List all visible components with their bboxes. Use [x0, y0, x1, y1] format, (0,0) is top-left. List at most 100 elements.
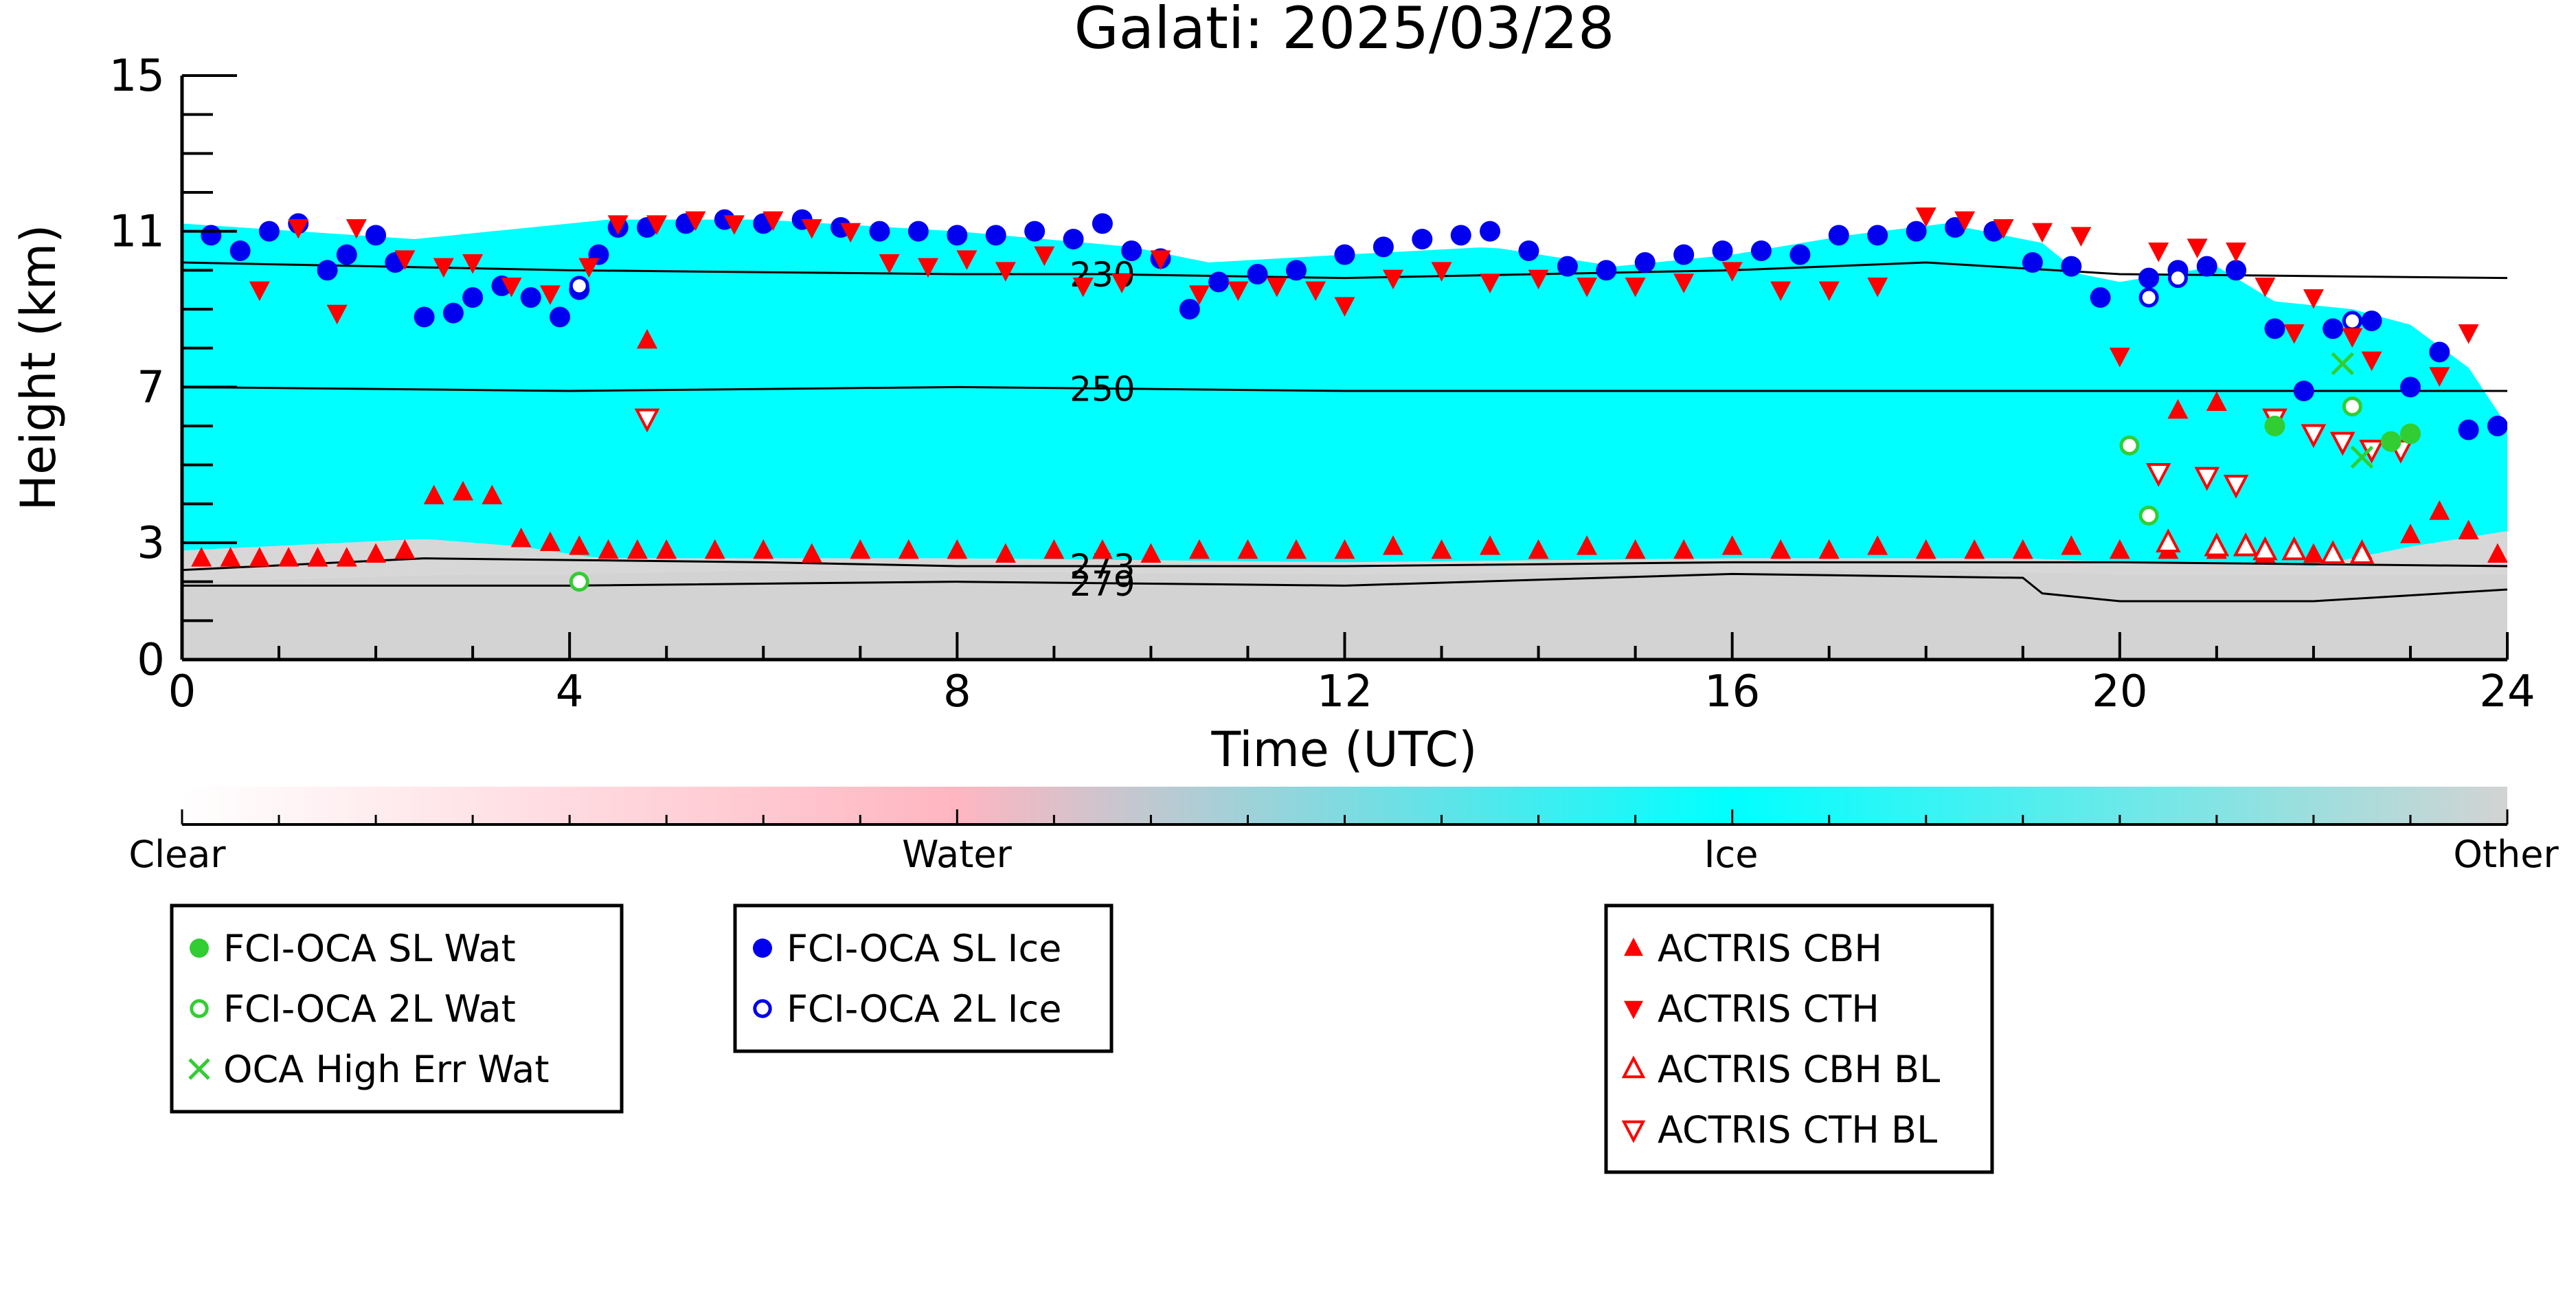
- point-fci-oca-sl-ice-39: [1450, 225, 1471, 246]
- point-actris-cth-14: [762, 211, 784, 232]
- point-actris-cbh-2: [249, 547, 270, 567]
- axis-layer: 0 4 8 12 16 20 24 0 3 7 11 15: [109, 51, 2535, 717]
- point-actris-cbh-31: [1383, 535, 1404, 555]
- point-actris-cth-50: [2255, 278, 2276, 298]
- point-fci-oca-sl-ice-26: [985, 225, 1006, 246]
- point-fci-oca-sl-ice-47: [1750, 240, 1772, 261]
- series-oca-high-err-wat: [2331, 352, 2374, 469]
- point-actris-cbh-23: [995, 543, 1016, 563]
- point-fci-oca-sl-ice-37: [1372, 236, 1394, 258]
- y-axis-label: Height (km): [10, 225, 67, 511]
- point-fci-oca-sl-ice-13: [550, 306, 571, 328]
- point-fci-oca-sl-ice-49: [1828, 225, 1849, 246]
- point-actris-cth-18: [918, 258, 939, 278]
- point-actris-cth-38: [1770, 281, 1792, 302]
- point-actris-cth-31: [1431, 262, 1452, 282]
- point-actris-cbh-9: [453, 480, 474, 501]
- legend-label-fci-oca-2l-wat: FCI-OCA 2L Wat: [223, 987, 516, 1031]
- y-tick-label-3: 3: [137, 518, 165, 569]
- isotherm-273: [182, 557, 2507, 572]
- point-fci-oca-sl-ice-6: [365, 225, 387, 246]
- point-actris-cbh-16: [656, 539, 677, 559]
- legend-marker-actris-cbh-bl: [1621, 1055, 1646, 1079]
- point-actris-cth-19: [956, 250, 978, 270]
- colorbar-ticks: [181, 809, 2509, 824]
- other-class-region: [182, 570, 2507, 660]
- point-fci-oca-sl-ice-64: [2361, 311, 2382, 331]
- point-actris-cth-1: [288, 219, 309, 239]
- legend-label-fci-oca-sl-wat: FCI-OCA SL Wat: [223, 927, 516, 970]
- x-tick-label-0: 0: [168, 666, 196, 717]
- point-actris-cth-13: [723, 215, 745, 235]
- point-actris-cbh-52: [2399, 524, 2421, 543]
- point-actris-cth-12: [685, 211, 706, 232]
- point-actris-cbh-25: [1092, 539, 1113, 559]
- point-actris-cbh-30: [1334, 539, 1355, 559]
- point-actris-cth-55: [2429, 367, 2450, 387]
- marker-layer: [191, 207, 2507, 592]
- point-actris-cbh-33: [1480, 535, 1501, 555]
- point-actris-cth-21: [1034, 246, 1055, 267]
- point-actris-cbh-57: [2167, 398, 2189, 419]
- point-fci-oca-sl-ice-67: [2458, 419, 2479, 440]
- legend-box-3: ACTRIS CBH ACTRIS CTH ACTRIS CBH BL ACTRIS …: [1604, 903, 1994, 1174]
- point-fci-oca-sl-ice-59: [2196, 256, 2217, 277]
- point-actris-cbh-58: [2206, 391, 2227, 411]
- point-actris-cbh-45: [2061, 535, 2082, 555]
- point-actris-cth-11: [646, 215, 668, 235]
- point-fci-oca-sl-ice-61: [2264, 318, 2285, 339]
- point-actris-cbh-18: [753, 539, 774, 559]
- point-actris-cbh-5: [336, 547, 357, 567]
- x-tick-label-4: 4: [556, 666, 584, 717]
- point-actris-cth-17: [879, 254, 900, 274]
- legend-label-fci-oca-2l-ice: FCI-OCA 2L Ice: [787, 987, 1061, 1031]
- point-actris-cbh-bl-4: [2281, 536, 2307, 561]
- point-oca-high-err-wat-1-b: [2350, 445, 2374, 469]
- legend-marker-fci-oca-2l-wat: [190, 999, 209, 1018]
- point-fci-oca-sl-ice-9: [442, 302, 464, 324]
- point-actris-cbh-35: [1577, 535, 1598, 555]
- point-actris-cbh-55: [2487, 543, 2507, 563]
- point-fci-oca-sl-wat-1: [2380, 431, 2402, 452]
- legend-marker-fci-oca-sl-wat: [190, 939, 209, 958]
- point-actris-cth-45: [2070, 227, 2092, 247]
- y-tick-label-7: 7: [137, 362, 165, 413]
- point-actris-cbh-50: [2303, 543, 2324, 563]
- point-fci-oca-sl-ice-12: [520, 287, 541, 308]
- point-actris-cbh-39: [1770, 539, 1792, 559]
- point-actris-cth-37: [1721, 262, 1743, 282]
- series-actris-cth: [249, 207, 2479, 387]
- isotherm-230: [182, 261, 2507, 280]
- series-fci-oca-sl-wat: [2264, 416, 2421, 452]
- legend-label-oca-high-err-wat: OCA High Err Wat: [223, 1048, 550, 1091]
- point-actris-cth-28: [1305, 281, 1326, 302]
- point-actris-cbh-8: [423, 484, 444, 504]
- point-fci-oca-2l-wat-2: [2138, 505, 2159, 526]
- point-actris-cth-35: [1625, 278, 1646, 298]
- point-actris-cbh-41: [1867, 535, 1888, 555]
- point-actris-cbh-46: [2109, 539, 2130, 559]
- point-actris-cth-bl-6: [2329, 431, 2355, 456]
- point-actris-cbh-17: [704, 539, 725, 559]
- point-actris-cbh-bl-0: [2156, 528, 2181, 552]
- point-actris-cth-2: [326, 304, 348, 325]
- point-fci-oca-sl-ice-54: [2022, 252, 2043, 273]
- point-fci-oca-2l-ice-3: [2342, 311, 2362, 331]
- point-fci-oca-sl-ice-51: [1906, 221, 1927, 242]
- point-fci-oca-sl-ice-42: [1557, 256, 1578, 277]
- point-actris-cth-54: [2361, 351, 2382, 372]
- legend-marker-oca-high-err-wat-b: [188, 1058, 210, 1080]
- point-fci-oca-sl-ice-38: [1412, 229, 1433, 249]
- point-actris-cth-bl-3: [2223, 475, 2249, 499]
- point-actris-cbh-6: [365, 543, 387, 563]
- point-actris-cth-33: [1528, 269, 1549, 290]
- chart-title: Galati: 2025/03/28: [1074, 0, 1615, 62]
- point-actris-cth-4: [394, 250, 416, 270]
- legend-frame-1: [170, 903, 624, 1114]
- point-actris-cbh-15: [626, 539, 648, 559]
- point-actris-cth-47: [2148, 243, 2169, 262]
- point-fci-oca-2l-wat-1: [2119, 435, 2140, 456]
- point-actris-cth-43: [1993, 219, 2014, 239]
